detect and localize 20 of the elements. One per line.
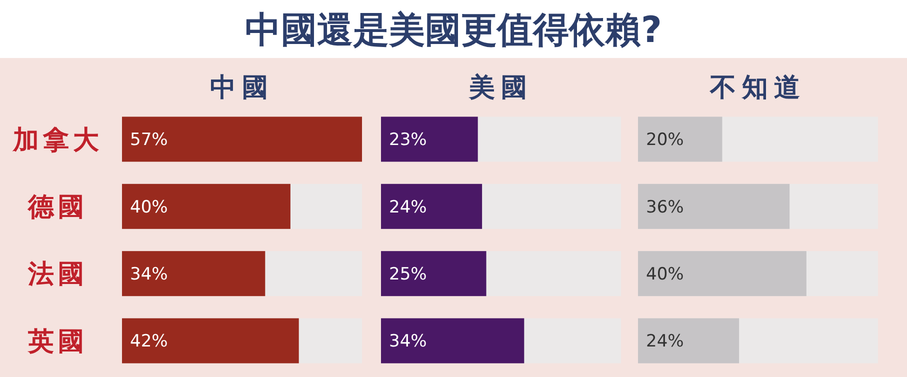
- data-label: 40%: [646, 264, 684, 285]
- text: 中國還是美國更值得依賴?: [245, 10, 662, 51]
- data-label: 57%: [130, 130, 168, 150]
- data-label: 34%: [389, 332, 427, 352]
- y-tick-label: 加拿大: [12, 125, 103, 156]
- data-label: 24%: [389, 197, 427, 218]
- chart-title: 不知道: [709, 73, 806, 103]
- y-tick-label: 德國: [27, 192, 88, 223]
- data-label: 24%: [646, 332, 684, 352]
- y-tick-label: 法國: [27, 260, 88, 290]
- data-label: 20%: [646, 130, 684, 150]
- chart-title: 美國: [468, 73, 533, 103]
- data-label: 34%: [130, 264, 168, 285]
- data-label: 42%: [130, 332, 168, 352]
- data-label: 25%: [389, 264, 427, 285]
- chart-title: 中國: [210, 73, 274, 103]
- data-label: 23%: [389, 130, 427, 150]
- y-tick-label: 英國: [27, 326, 88, 357]
- data-label: 40%: [130, 197, 168, 218]
- data-label: 36%: [646, 197, 684, 218]
